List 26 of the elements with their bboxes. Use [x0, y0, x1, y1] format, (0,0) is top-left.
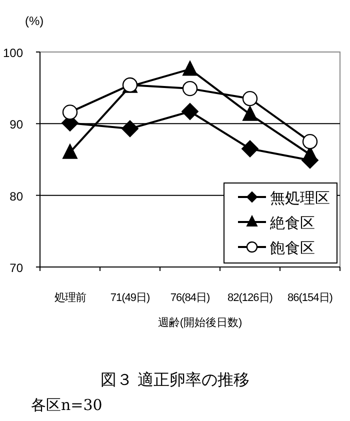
x-axis-title: 週齢(開始後日数) [158, 317, 242, 329]
legend-label: 絶食区 [269, 215, 315, 232]
y-tick-label: 70 [10, 261, 24, 275]
y-tick-label: 90 [10, 118, 24, 132]
point [62, 104, 78, 120]
text: 図３ 適正卵率の推移 [100, 370, 250, 389]
point [62, 144, 78, 159]
legend-label: 飽食区 [270, 240, 315, 257]
point [242, 90, 258, 106]
x-tick-label: 71(49日) [110, 292, 150, 304]
x-tick-label: 76(84日) [170, 292, 210, 304]
x-tick-label: 82(126日) [228, 292, 272, 304]
point [242, 140, 258, 158]
x-tick-label: 処理前 [54, 292, 86, 304]
y-tick-label: 80 [10, 189, 24, 204]
point [182, 80, 198, 96]
point [302, 134, 318, 150]
text: 各区n=30 [31, 396, 102, 414]
point [242, 106, 258, 121]
legend-label: 無処理区 [270, 190, 330, 207]
point [182, 102, 198, 120]
point [122, 120, 138, 138]
point [182, 60, 198, 76]
y-tick-label: 100 [2, 46, 24, 60]
x-tick-label: 86(154日) [288, 292, 332, 304]
y-axis-title: (%) [25, 14, 44, 28]
